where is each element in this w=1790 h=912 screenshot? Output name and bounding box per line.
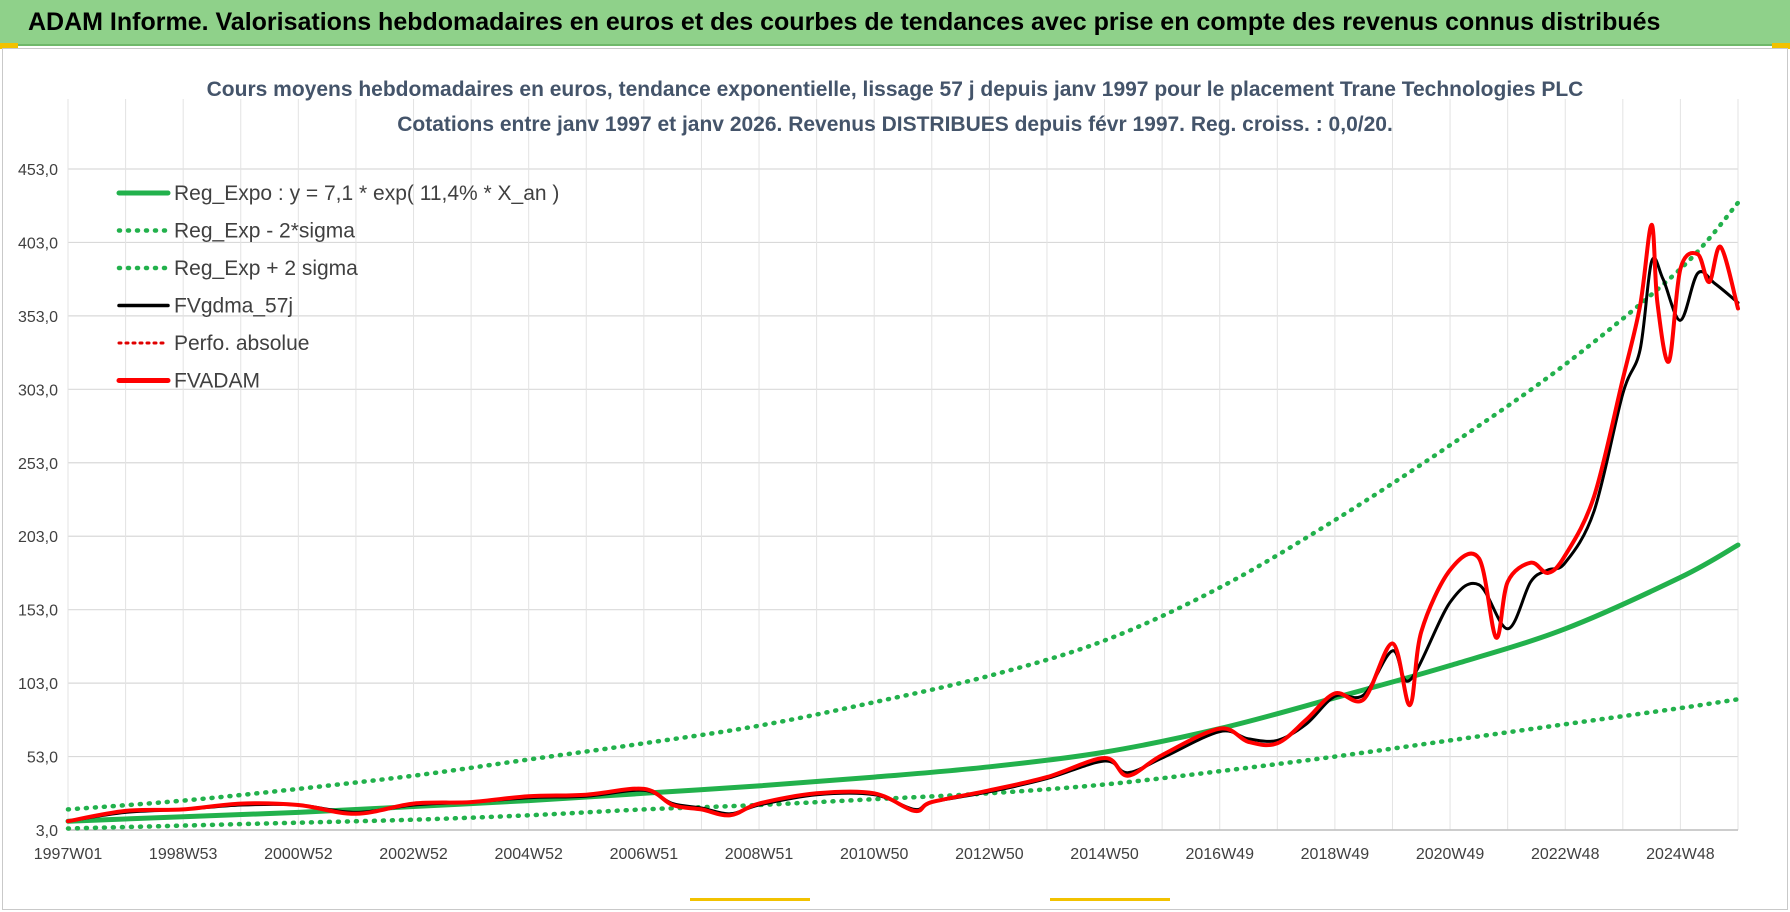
legend-label: FVADAM [174, 370, 260, 393]
legend-label: FVgdma_57j [174, 295, 293, 318]
x-tick-label: 2006W51 [610, 846, 679, 863]
x-tick-label: 2010W50 [840, 846, 909, 863]
decor-mark [690, 898, 810, 901]
y-tick-label: 203,0 [18, 529, 58, 546]
chart-frame [2, 48, 1788, 910]
series-line-reg-minus-2sigma [65, 697, 1741, 831]
y-tick-label: 103,0 [18, 676, 58, 693]
x-tick-label: 1997W01 [34, 846, 103, 863]
x-tick-label: 2014W50 [1070, 846, 1139, 863]
x-tick-label: 2020W49 [1416, 846, 1485, 863]
x-tick-label: 2022W48 [1531, 846, 1600, 863]
corner-marker [0, 43, 18, 49]
y-tick-label: 53,0 [27, 750, 58, 767]
x-tick-label: 2002W52 [379, 846, 448, 863]
y-tick-label: 3,0 [36, 823, 58, 840]
x-tick-label: 2008W51 [725, 846, 794, 863]
y-tick-label: 453,0 [18, 162, 58, 179]
chart-subtitle: Cotations entre janv 1997 et janv 2026. … [397, 113, 1393, 136]
y-tick-label: 353,0 [18, 309, 58, 326]
y-tick-label: 403,0 [18, 235, 58, 252]
series-line-reg-expo [65, 542, 1741, 824]
y-tick-label: 253,0 [18, 456, 58, 473]
y-tick-label: 153,0 [18, 603, 58, 620]
x-tick-label: 2004W52 [494, 846, 563, 863]
series-line-reg-plus-2sigma [65, 200, 1741, 812]
legend-label: Reg_Exp - 2*sigma [174, 220, 355, 243]
series-line-fvadam [66, 222, 1740, 824]
legend-label: Perfo. absolue [174, 332, 309, 355]
x-tick-label: 2000W52 [264, 846, 333, 863]
x-tick-label: 2024W48 [1646, 846, 1715, 863]
decor-mark [1050, 898, 1170, 901]
chart-title: Cours moyens hebdomadaires en euros, ten… [207, 78, 1584, 101]
y-tick-label: 303,0 [18, 382, 58, 399]
x-tick-label: 1998W53 [149, 846, 218, 863]
corner-marker [1772, 43, 1790, 49]
legend-label: Reg_Expo : y = 7,1 * exp( 11,4% * X_an ) [174, 182, 559, 205]
header-title: ADAM Informe. Valorisations hebdomadaire… [28, 8, 1661, 36]
x-tick-label: 2016W49 [1185, 846, 1254, 863]
x-tick-label: 2012W50 [955, 846, 1024, 863]
header-banner: ADAM Informe. Valorisations hebdomadaire… [0, 0, 1790, 46]
legend-label: Reg_Exp + 2 sigma [174, 257, 358, 280]
x-tick-label: 2018W49 [1301, 846, 1370, 863]
